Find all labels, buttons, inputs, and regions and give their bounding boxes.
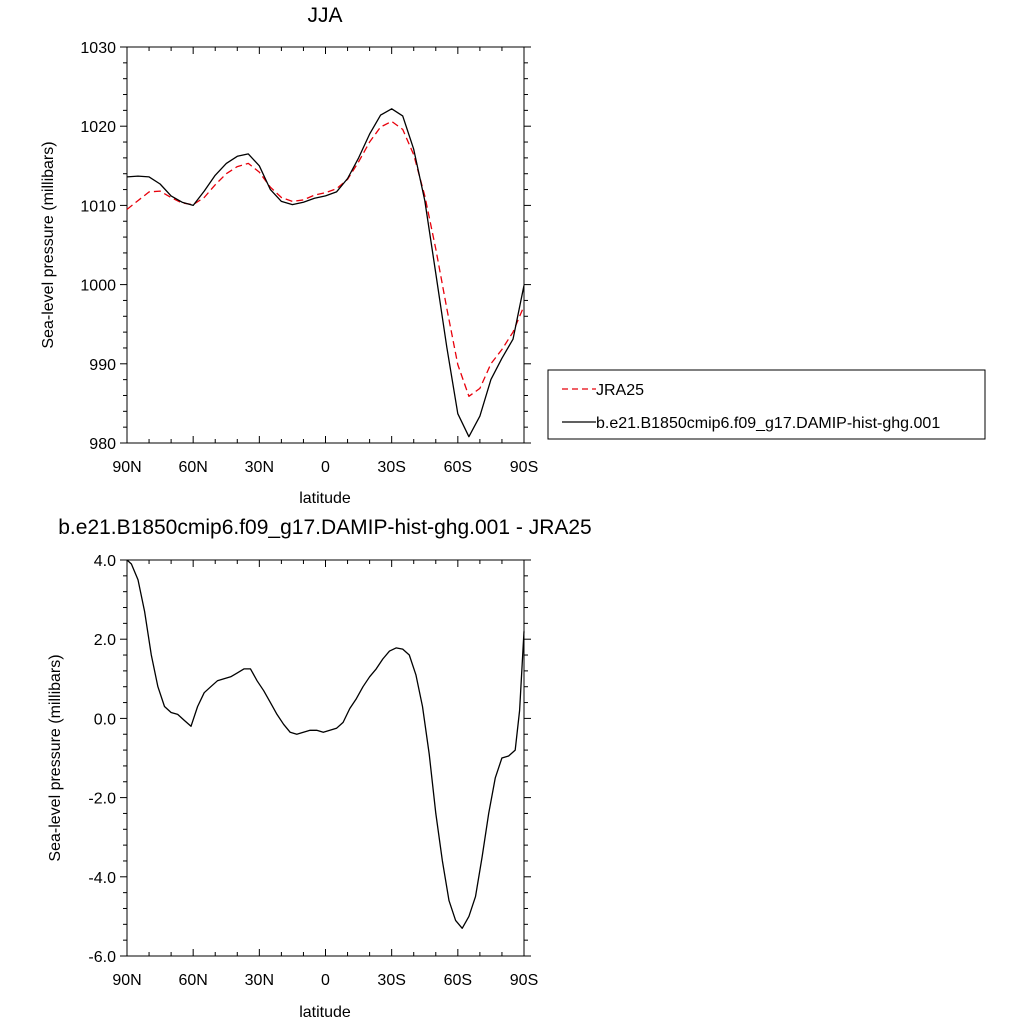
- top-panel-x-axis-label: latitude: [299, 490, 351, 507]
- top-panel-ticks: 90N 60N 30N 0 30S 60S 90S 980 990 1000 1010 1020 103…: [80, 40, 538, 476]
- bottom-panel-ticks: 90N 60N 30N 0 30S 60S 90S -6.0 -4.0 -2.0 0.0 2.0 4.0: [88, 553, 538, 989]
- top-panel-lines: [126, 108, 525, 438]
- legend: JRA25 b.e21.B1850cmip6.f09_g17.DAMIP-his…: [547, 369, 986, 440]
- top-y-tick-label: 980: [89, 436, 116, 453]
- bottom-panel-frame: [126, 559, 525, 957]
- bottom-series-line-0: [126, 559, 525, 929]
- bottom-panel-y-axis-label: Sea-level pressure (millibars): [47, 654, 64, 861]
- bottom-x-tick-label: 30S: [377, 972, 405, 989]
- bottom-x-tick-label: 30N: [245, 972, 274, 989]
- top-y-tick-label: 1020: [80, 119, 116, 136]
- legend-box: [547, 369, 986, 440]
- bottom-y-tick-label: 0.0: [94, 711, 116, 728]
- bottom-x-tick-label: 60S: [444, 972, 472, 989]
- top-series-line-1: [126, 108, 525, 438]
- top-panel-title: JJA: [307, 4, 342, 27]
- bottom-x-tick-label: 90S: [510, 972, 538, 989]
- top-y-tick-label: 1030: [80, 40, 116, 57]
- top-x-tick-label: 0: [321, 459, 330, 476]
- bottom-x-tick-label: 0: [321, 972, 330, 989]
- top-y-tick-label: 1000: [80, 278, 116, 295]
- top-series-line-0: [126, 120, 525, 397]
- bottom-panel: b.e21.B1850cmip6.f09_g17.DAMIP-hist-ghg.…: [47, 516, 592, 1021]
- bottom-panel-x-axis-label: latitude: [299, 1004, 351, 1021]
- top-x-tick-label: 60N: [178, 459, 207, 476]
- top-x-tick-label: 30S: [377, 459, 405, 476]
- top-x-tick-label: 60S: [444, 459, 472, 476]
- bottom-y-tick-label: 2.0: [94, 632, 116, 649]
- bottom-panel-lines: [126, 559, 525, 929]
- top-x-tick-label: 90N: [112, 459, 141, 476]
- bottom-y-tick-label: -6.0: [88, 949, 116, 966]
- bottom-y-tick-label: -4.0: [88, 870, 116, 887]
- bottom-y-tick-label: -2.0: [88, 791, 116, 808]
- bottom-y-tick-label: 4.0: [94, 553, 116, 570]
- top-x-tick-label: 30N: [245, 459, 274, 476]
- bottom-x-tick-label: 60N: [178, 972, 207, 989]
- bottom-x-tick-label: 90N: [112, 972, 141, 989]
- top-y-tick-label: 1010: [80, 198, 116, 215]
- bottom-panel-title: b.e21.B1850cmip6.f09_g17.DAMIP-hist-ghg.…: [58, 516, 591, 539]
- legend-entry-model: b.e21.B1850cmip6.f09_g17.DAMIP-hist-ghg.…: [596, 415, 940, 432]
- top-panel: JJA 90N 60N 30N 0 30S 60S 90S 980 990 1000 1010 102…: [40, 4, 538, 507]
- legend-entry-jra25: JRA25: [596, 382, 644, 399]
- top-x-tick-label: 90S: [510, 459, 538, 476]
- top-panel-y-axis-label: Sea-level pressure (millibars): [40, 141, 57, 348]
- top-y-tick-label: 990: [89, 357, 116, 374]
